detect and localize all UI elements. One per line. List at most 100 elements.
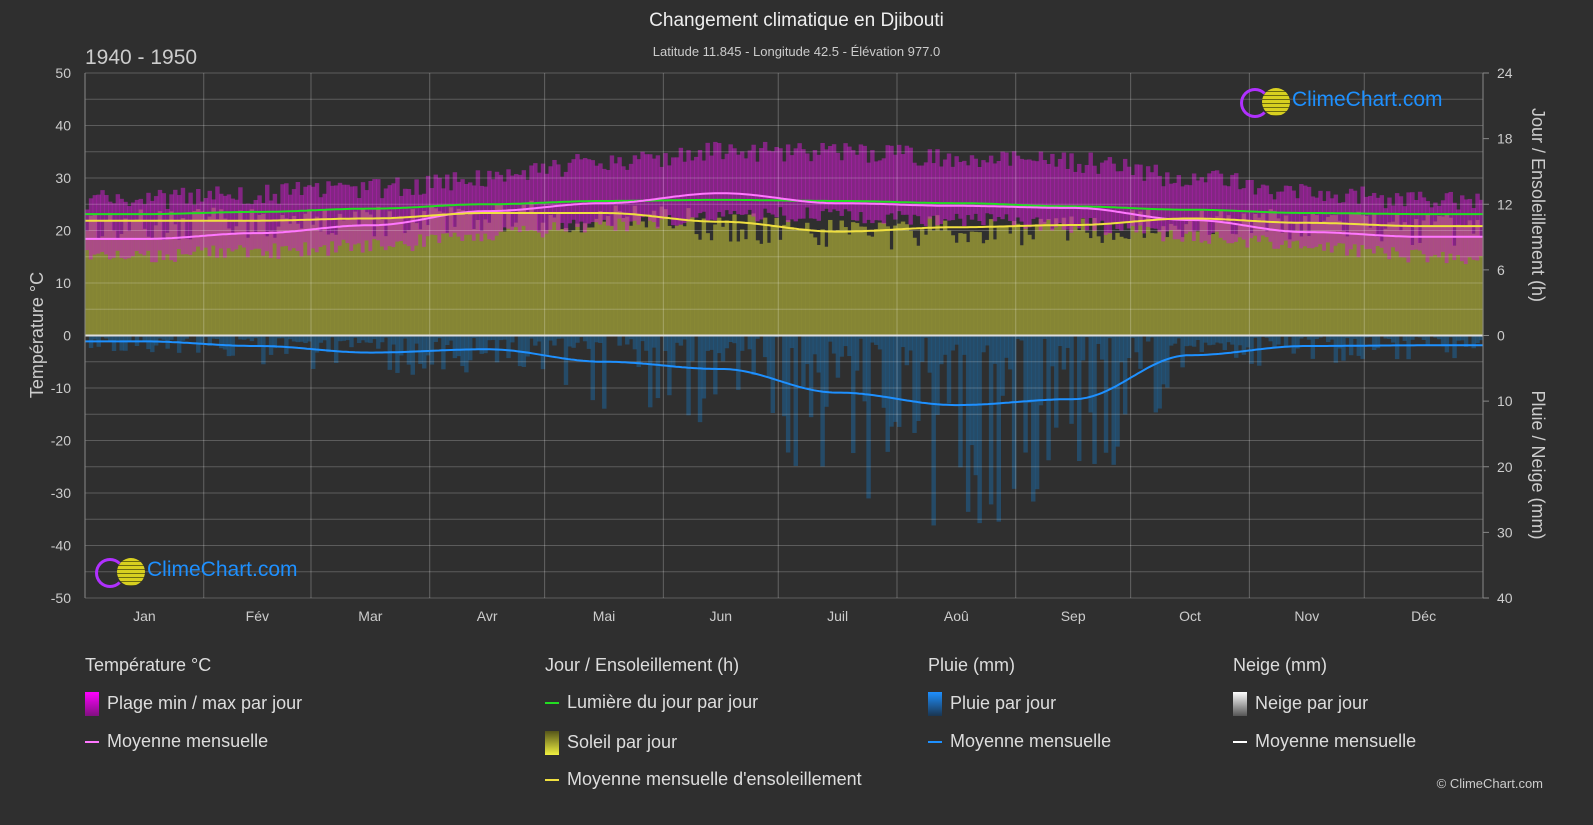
- sunshine-bar: [376, 206, 381, 336]
- temp-range-bar: [939, 166, 944, 225]
- sunshine-bar: [954, 242, 959, 336]
- temp-range-bar: [1318, 190, 1323, 245]
- rain-bar: [946, 335, 952, 404]
- temp-range-bar: [690, 160, 695, 218]
- sunshine-bar: [460, 210, 465, 336]
- rain-bar: [1000, 335, 1005, 396]
- sunshine-bar: [1115, 232, 1120, 336]
- rain-bar: [889, 335, 894, 427]
- temp-range-bar: [211, 199, 216, 246]
- temp-range-bar: [1134, 164, 1139, 233]
- temp-range-bar: [996, 160, 1002, 217]
- sunshine-bar: [445, 232, 450, 336]
- sunshine-bar: [510, 226, 515, 336]
- sunshine-bar: [157, 211, 163, 336]
- sunshine-bar: [1276, 218, 1281, 336]
- rain-bar: [1046, 335, 1051, 461]
- temp-range-bar: [1237, 189, 1243, 238]
- rain-bar: [1214, 335, 1220, 343]
- rain-bar: [1050, 335, 1055, 367]
- sunshine-bar: [808, 233, 814, 336]
- sunshine-bar: [632, 205, 638, 336]
- sunshine-bar: [816, 245, 821, 336]
- rain-bar: [418, 335, 423, 364]
- sunshine-bar: [272, 237, 278, 336]
- rain-bar: [847, 335, 852, 357]
- temp-range-bar: [682, 161, 687, 224]
- temp-range-bar: [134, 199, 140, 252]
- rain-bar: [851, 335, 856, 454]
- sunshine-bar: [1092, 217, 1097, 336]
- rain-bar: [284, 335, 289, 354]
- temp-range-bar: [732, 148, 737, 212]
- sunshine-bar: [345, 218, 350, 336]
- sunshine-bar: [471, 228, 477, 336]
- rain-bar: [406, 335, 412, 365]
- sunshine-bar: [1230, 233, 1235, 336]
- sunshine-bar: [287, 223, 293, 336]
- rain-bar: [912, 335, 917, 433]
- rain-bar: [92, 335, 98, 340]
- temp-range-bar: [1433, 202, 1438, 255]
- temp-range-bar: [908, 147, 913, 225]
- rain-bar: [1061, 335, 1067, 370]
- sunshine-bar: [1371, 214, 1377, 336]
- rain-bar: [176, 335, 182, 353]
- sunshine-bar: [238, 210, 243, 336]
- sunshine-bar: [1283, 215, 1289, 336]
- rain-bar: [571, 335, 576, 348]
- sunshine-bar: [1057, 225, 1063, 336]
- rain-bar: [1184, 335, 1189, 347]
- temp-range-bar: [234, 199, 239, 250]
- rain-bar: [1130, 335, 1136, 338]
- sunshine-bar: [824, 246, 829, 336]
- temp-range-bar: [1257, 188, 1262, 242]
- sunshine-bar: [1475, 219, 1480, 336]
- temp-range-bar: [1191, 173, 1197, 242]
- sunshine-bar: [150, 237, 155, 336]
- temp-range-bar: [161, 193, 167, 260]
- rain-bar: [119, 335, 124, 351]
- rain-bar: [858, 335, 864, 339]
- rain-bar: [1168, 335, 1174, 346]
- temp-range-bar: [1080, 172, 1086, 219]
- rain-bar: [1471, 335, 1476, 349]
- rain-bar: [1341, 335, 1346, 361]
- rain-bar: [812, 335, 818, 355]
- sunshine-bar: [207, 216, 212, 336]
- rain-bar: [448, 335, 454, 341]
- sunshine-bar: [1153, 233, 1159, 336]
- rain-bar: [104, 335, 109, 339]
- rain-bar: [506, 335, 511, 359]
- temp-range-bar: [176, 195, 182, 249]
- sunshine-bar: [310, 224, 316, 336]
- rain-bar: [636, 335, 641, 368]
- rain-bar: [1069, 335, 1074, 424]
- temp-range-bar: [900, 154, 906, 215]
- sunshine-bar: [1421, 220, 1427, 336]
- sunshine-bar: [372, 236, 377, 336]
- rain-bar: [1253, 335, 1258, 338]
- sunshine-bar: [184, 238, 190, 336]
- snow-mean-line-icon: [1233, 741, 1247, 744]
- sunshine-bar: [743, 239, 749, 336]
- temp-range-bar: [1253, 194, 1258, 236]
- sunshine-bar: [1325, 216, 1331, 336]
- temp-range-bar: [1467, 198, 1473, 258]
- sunshine-bar: [395, 217, 400, 336]
- sunshine-bar: [410, 209, 415, 336]
- sunshine-bar: [1322, 220, 1327, 336]
- rain-bar: [483, 335, 488, 354]
- temp-range-bar: [992, 163, 998, 222]
- temp-range-bar: [736, 154, 741, 215]
- temp-range-bar: [368, 180, 373, 252]
- sunshine-bar: [291, 215, 297, 336]
- temp-range-bar: [747, 150, 753, 210]
- temp-range-bar: [1463, 199, 1469, 265]
- sunshine-bar: [805, 222, 810, 336]
- temp-range-bar: [533, 163, 538, 231]
- rain-bar: [1299, 335, 1304, 339]
- sunshine-bar: [705, 233, 710, 336]
- rain-bar: [674, 335, 680, 343]
- temp-range-bar: [1019, 158, 1024, 222]
